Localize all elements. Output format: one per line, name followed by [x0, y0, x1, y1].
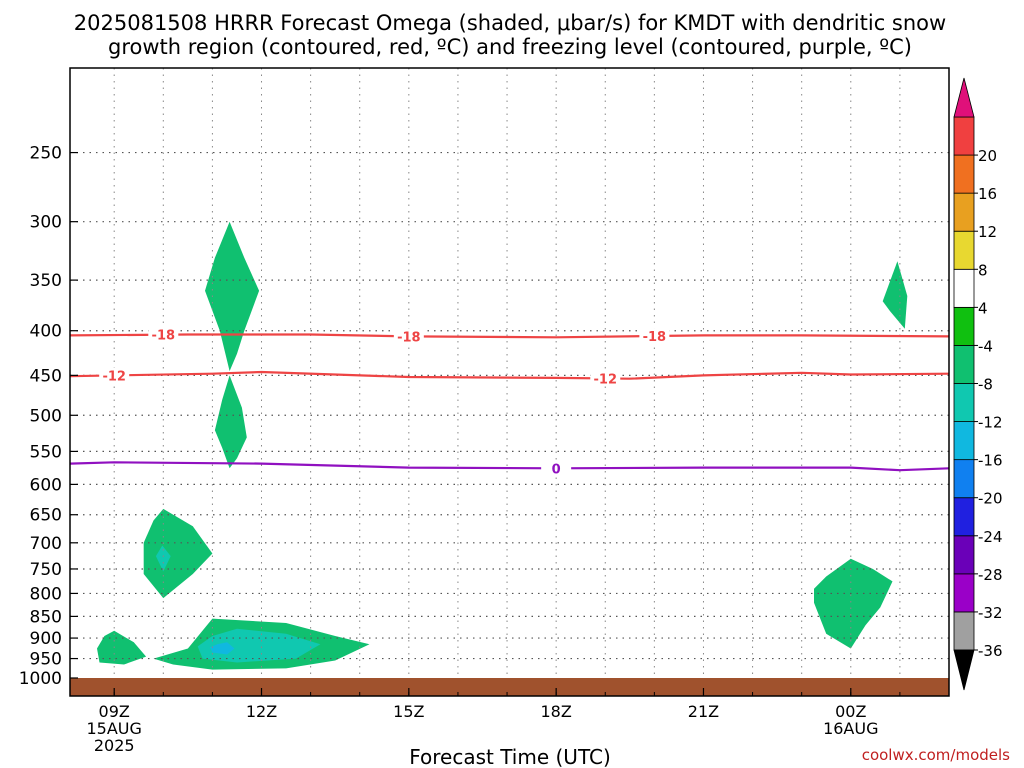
contour-label: -12 [594, 372, 618, 387]
y-tick-label: 450 [30, 366, 62, 386]
colorbar-tick-label: -8 [978, 376, 993, 394]
colorbar-segment [953, 573, 975, 613]
y-tick-label: 400 [30, 322, 62, 342]
y-tick-label: 250 [30, 144, 62, 164]
y-tick-label: 650 [30, 506, 62, 526]
plot-frame [69, 67, 950, 697]
colorbar-segment [953, 459, 975, 499]
x-tick-label: 16AUG [823, 719, 878, 738]
contour-label-bg [541, 460, 572, 477]
omega-region [214, 375, 247, 469]
x-tick-label: 12Z [246, 702, 277, 721]
colorbar-tick-label: -4 [978, 337, 993, 355]
contour-label: -18 [152, 329, 176, 344]
omega-region [482, 607, 589, 665]
colorbar-tick-label: 20 [978, 147, 997, 165]
colorbar-tick-label: 8 [978, 261, 988, 279]
temperature-contours: -18 -18 -18 -12 -12 0 [69, 326, 950, 477]
y-tick-label: 950 [30, 650, 62, 670]
colorbar: -36 -32 -28 -24 -20 -16 -12 -8 -4 4 8 12 16 20 [953, 77, 1003, 691]
x-tick-label: 00Z [835, 702, 866, 721]
contour-label: -18 [643, 330, 667, 345]
y-tick-label: 300 [30, 213, 62, 233]
colorbar-arrow-top [953, 77, 975, 118]
contour-label-bg [393, 328, 424, 345]
colorbar-segment [953, 230, 975, 270]
y-tick-label: 500 [30, 406, 62, 426]
omega-region [97, 630, 147, 665]
contour-line [69, 333, 950, 339]
colorbar-tick-label: -28 [978, 566, 1003, 584]
y-tick-label: 700 [30, 534, 62, 554]
y-tick-label: 850 [30, 607, 62, 627]
omega-region [143, 508, 213, 599]
x-tick-label: 09Z [99, 702, 130, 721]
omega-region [882, 261, 908, 329]
grid-lines [70, 68, 949, 696]
colorbar-tick-label: -12 [978, 414, 1003, 432]
surface-ground [70, 678, 949, 696]
chart-title-line-1: 2025081508 HRRR Forecast Omega (shaded, … [74, 11, 946, 35]
omega-region [197, 628, 321, 663]
contour-label: 0 [552, 462, 561, 477]
y-tick-label: 1000 [19, 669, 62, 689]
y-tick-label: 800 [30, 584, 62, 604]
colorbar-tick-label: 4 [978, 299, 988, 317]
x-tick-label: 21Z [688, 702, 719, 721]
colorbar-segment [953, 268, 975, 308]
colorbar-segment [953, 306, 975, 346]
omega-region [605, 519, 652, 589]
colorbar-tick-label: -24 [978, 528, 1003, 546]
omega-regions [97, 221, 949, 670]
colorbar-segment [953, 611, 975, 651]
omega-region [779, 257, 812, 307]
colorbar-segment [953, 497, 975, 537]
x-tick-label: 2025 [94, 736, 135, 755]
contour-label: -12 [102, 369, 126, 384]
colorbar-segment [953, 345, 975, 384]
y-tick-label: 350 [30, 271, 62, 291]
colorbar-segment [953, 535, 975, 575]
omega-region [899, 611, 949, 664]
x-axis-label: Forecast Time (UTC) [409, 745, 611, 768]
contour-label-bg [639, 328, 670, 345]
colorbar-segment [953, 383, 975, 422]
x-tick-label: 15AUG [86, 719, 141, 738]
omega-region [155, 545, 171, 572]
omega-region [814, 558, 893, 649]
colorbar-segment [953, 154, 975, 194]
colorbar-tick-label: -36 [978, 642, 1003, 660]
y-tick-label: 550 [30, 442, 62, 462]
y-axis: 2503003504004505005506006507007508008509… [19, 144, 78, 689]
colorbar-segment [953, 116, 975, 156]
plot-background [70, 68, 949, 696]
plot-area: -18 -18 -18 -12 -12 0 [69, 67, 950, 697]
colorbar-segment [953, 192, 975, 232]
omega-region [210, 642, 235, 655]
colorbar-tick-label: 12 [978, 223, 997, 241]
contour-label-bg [99, 367, 130, 384]
contour-label-bg [590, 370, 621, 387]
omega-region [205, 221, 260, 372]
y-tick-label: 600 [30, 475, 62, 495]
contour-label-bg [148, 326, 179, 343]
colorbar-tick-label: -16 [978, 452, 1003, 470]
x-tick-label: 18Z [540, 702, 571, 721]
credit-text: coolwx.com/models [862, 746, 1010, 764]
contour-label: -18 [397, 330, 421, 345]
y-tick-label: 900 [30, 629, 62, 649]
colorbar-arrow-bottom [953, 649, 975, 691]
x-tick-label: 15Z [393, 702, 424, 721]
colorbar-segment [953, 421, 975, 461]
chart-title-line-2: growth region (contoured, red, ºC) and f… [108, 35, 912, 59]
colorbar-tick-label: -32 [978, 604, 1003, 622]
y-tick-label: 750 [30, 560, 62, 580]
colorbar-tick-label: -20 [978, 490, 1003, 508]
colorbar-tick-label: 16 [978, 185, 997, 203]
omega-region [791, 638, 812, 665]
